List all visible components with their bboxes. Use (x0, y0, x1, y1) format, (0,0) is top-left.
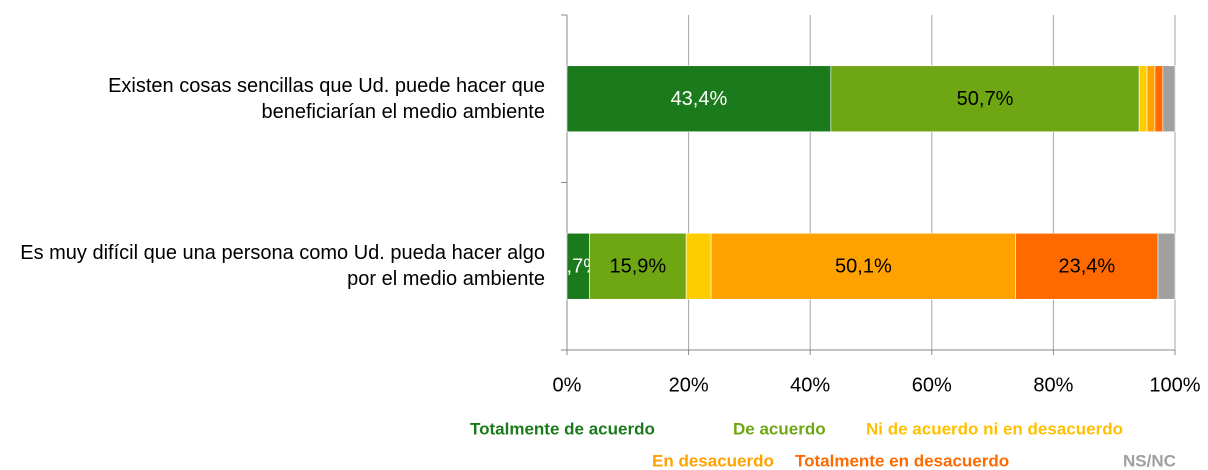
bar-segment (710, 232, 1017, 300)
data-label: 43,4% (671, 88, 728, 110)
x-tick-label: 20% (669, 374, 709, 396)
bar-segment (830, 65, 1140, 133)
data-label: 50,1% (835, 256, 892, 278)
bar-segment (1154, 65, 1164, 133)
bar-segment (1138, 65, 1148, 133)
legend-entry: De acuerdo (733, 419, 826, 438)
bar-segment (1157, 232, 1176, 300)
bar-segment (685, 232, 712, 300)
x-tick-label: 60% (912, 374, 952, 396)
x-tick-label: 100% (1149, 374, 1200, 396)
data-label: 50,7% (957, 88, 1014, 110)
legend-entry: Ni de acuerdo ni en desacuerdo (866, 419, 1123, 438)
legend-entry: Totalmente de acuerdo (470, 419, 655, 438)
legend-entry: NS/NC (1123, 451, 1176, 470)
x-tick-label: 80% (1033, 374, 1073, 396)
bar-segment (1146, 65, 1156, 133)
data-label: 23,4% (1058, 256, 1115, 278)
data-label: 15,9% (609, 256, 666, 278)
bar-segment (589, 232, 687, 300)
bar-segment (566, 65, 832, 133)
legend-entry: En desacuerdo (652, 451, 774, 470)
legend-entry: Totalmente en desacuerdo (795, 451, 1009, 470)
category-label: Es muy difícil que una persona como Ud. … (20, 242, 545, 291)
x-tick-label: 40% (790, 374, 830, 396)
bar-segment (1015, 232, 1159, 300)
category-label: Existen cosas sencillas que Ud. puede ha… (108, 74, 545, 123)
x-tick-label: 0% (553, 374, 582, 396)
bar-segment (1162, 65, 1176, 133)
